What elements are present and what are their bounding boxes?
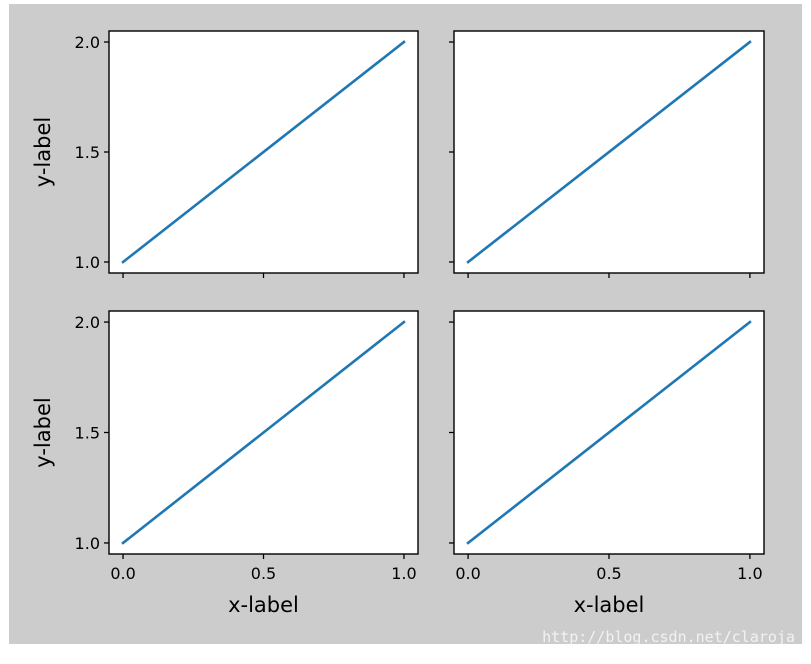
y-tick-label: 1.0: [75, 253, 100, 272]
y-tick-label: 1.5: [75, 143, 100, 162]
subplot-grid: 1.0 1.5 2.0 y-label 0.0 0.5 1.0 1.0 1.5 2.0 x-labe…: [31, 30, 765, 617]
axes-frame: [453, 310, 765, 555]
subplot-bottom-right: 0.0 0.5 1.0 x-label: [449, 310, 765, 617]
axes-frame: [453, 30, 765, 274]
watermark-text: http://blog.csdn.net/claroja: [542, 628, 795, 646]
y-tick-label: 1.0: [75, 534, 100, 553]
x-tick-label: 0.5: [251, 564, 276, 583]
x-tick-label: 1.0: [391, 564, 416, 583]
series-line: [121, 40, 406, 264]
y-tick-label: 1.5: [75, 424, 100, 443]
axes-frame: [108, 30, 419, 274]
x-axis-label: x-label: [574, 593, 645, 617]
x-axis-label: x-label: [228, 593, 299, 617]
x-tick-label: 1.0: [737, 564, 762, 583]
subplot-bottom-left: 0.0 0.5 1.0 1.0 1.5 2.0 x-label y-label: [31, 310, 419, 617]
y-tick-label: 2.0: [75, 313, 100, 332]
x-tick-label: 0.5: [596, 564, 621, 583]
subplot-top-right: [449, 30, 765, 278]
x-tick-label: 0.0: [455, 564, 480, 583]
series-line: [466, 40, 752, 264]
axes-frame: [108, 310, 419, 555]
x-tick-label: 0.0: [110, 564, 135, 583]
series-line: [466, 320, 752, 545]
series-line: [121, 320, 406, 545]
y-axis-label: y-label: [31, 397, 55, 467]
subplot-top-left: 1.0 1.5 2.0 y-label: [31, 30, 419, 278]
y-axis-label: y-label: [31, 117, 55, 187]
y-tick-label: 2.0: [75, 33, 100, 52]
